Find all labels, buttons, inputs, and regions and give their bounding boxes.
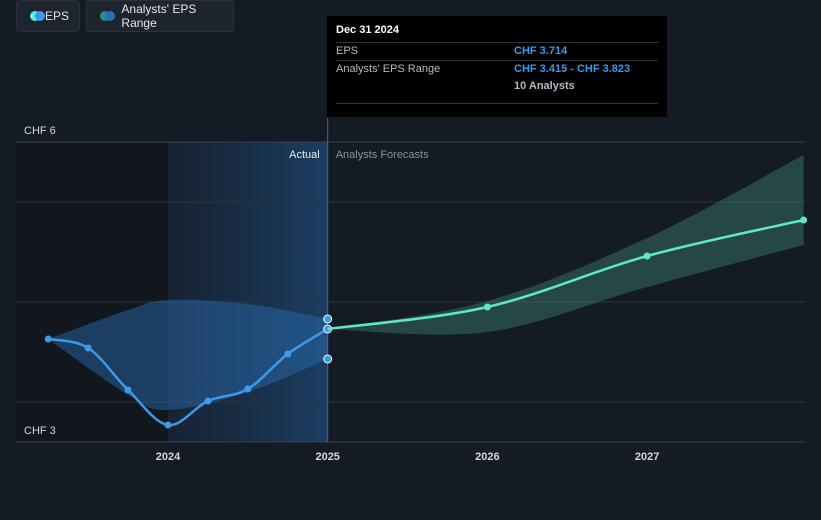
tooltip-range-value: CHF 3.415 - CHF 3.823 (514, 63, 631, 75)
eps-point (244, 385, 252, 393)
eps-point (204, 397, 212, 405)
x-tick-label: 2024 (156, 451, 181, 463)
legend-range-label: Analysts' EPS Range (121, 2, 197, 30)
tooltip-date: Dec 31 2024 (336, 24, 399, 36)
eps-chart: CHF 6 CHF 3 2024 2025 2026 2027 Actual Analysts… (16, 118, 808, 463)
eps-point (643, 252, 651, 260)
eps-point (124, 386, 132, 394)
actual-label: Actual (289, 149, 320, 161)
legend-eps-icon (30, 11, 45, 21)
eps-point (284, 350, 292, 358)
legend-eps-button[interactable]: EPS (16, 0, 80, 32)
range-marker (323, 314, 333, 324)
range-marker (323, 354, 333, 364)
x-tick-label: 2027 (635, 451, 659, 463)
eps-point (483, 303, 491, 311)
y-tick-label: CHF 6 (24, 125, 56, 137)
eps-actual-line (47, 327, 329, 427)
eps-range-band-forecast (327, 155, 804, 335)
hover-tooltip: Dec 31 2024 EPS CHF 3.714 Analysts' EPS … (327, 16, 667, 117)
x-tick-label: 2025 (315, 451, 339, 463)
eps-point (800, 216, 808, 224)
x-tick-label: 2026 (475, 451, 499, 463)
y-tick-label: CHF 3 (24, 425, 56, 437)
legend-eps-label: EPS (44, 9, 69, 23)
tooltip-row-analysts: 10 Analysts (336, 78, 658, 95)
tooltip-row-eps: EPS CHF 3.714 (336, 42, 658, 60)
tooltip-eps-value: CHF 3.714 (514, 45, 568, 57)
tooltip-row-range: Analysts' EPS Range CHF 3.415 - CHF 3.82… (336, 60, 658, 78)
tooltip-analysts-count: 10 Analysts (514, 80, 575, 92)
eps-point (44, 335, 52, 343)
tooltip-eps-label: EPS (336, 45, 359, 57)
tooltip-range-label: Analysts' EPS Range (336, 63, 441, 75)
eps-point (84, 344, 92, 352)
eps-point (164, 421, 172, 429)
past-region (16, 142, 168, 442)
forecast-label: Analysts Forecasts (336, 149, 429, 161)
legend-range-icon (100, 11, 115, 21)
eps-forecast-line (327, 218, 804, 331)
tooltip-divider (336, 103, 658, 104)
legend-range-button[interactable]: Analysts' EPS Range (86, 0, 234, 32)
